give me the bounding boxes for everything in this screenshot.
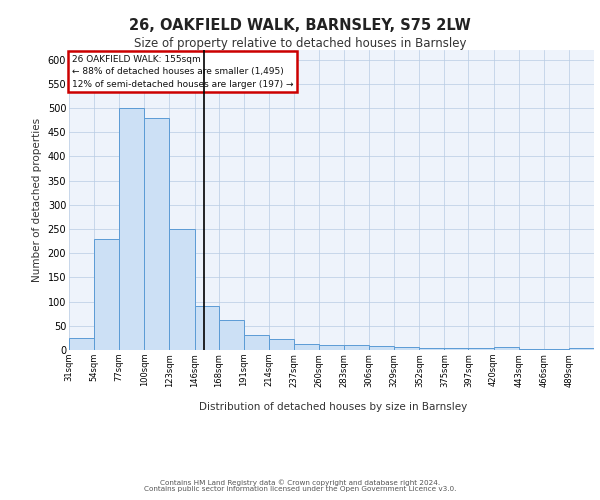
Bar xyxy=(569,348,594,350)
Bar xyxy=(344,345,369,350)
Bar xyxy=(369,346,394,350)
Bar xyxy=(94,238,119,350)
Bar xyxy=(69,338,94,350)
Bar xyxy=(269,340,294,350)
Y-axis label: Number of detached properties: Number of detached properties xyxy=(32,118,42,282)
Bar xyxy=(469,348,494,350)
Bar xyxy=(145,118,169,350)
Text: Size of property relative to detached houses in Barnsley: Size of property relative to detached ho… xyxy=(134,38,466,51)
Bar xyxy=(494,347,518,350)
Bar xyxy=(169,229,194,350)
Bar xyxy=(445,348,469,350)
Bar xyxy=(419,348,445,350)
Text: Contains HM Land Registry data © Crown copyright and database right 2024.
Contai: Contains HM Land Registry data © Crown c… xyxy=(144,479,456,492)
Bar xyxy=(119,108,145,350)
Bar xyxy=(218,320,244,350)
Bar xyxy=(544,349,569,350)
Bar xyxy=(319,345,344,350)
Text: Distribution of detached houses by size in Barnsley: Distribution of detached houses by size … xyxy=(199,402,467,412)
Bar xyxy=(518,348,544,350)
Text: 26 OAKFIELD WALK: 155sqm
← 88% of detached houses are smaller (1,495)
12% of sem: 26 OAKFIELD WALK: 155sqm ← 88% of detach… xyxy=(71,54,293,88)
Bar xyxy=(244,336,269,350)
Text: 26, OAKFIELD WALK, BARNSLEY, S75 2LW: 26, OAKFIELD WALK, BARNSLEY, S75 2LW xyxy=(129,18,471,32)
Bar xyxy=(294,344,319,350)
Bar xyxy=(394,347,419,350)
Bar xyxy=(194,306,218,350)
